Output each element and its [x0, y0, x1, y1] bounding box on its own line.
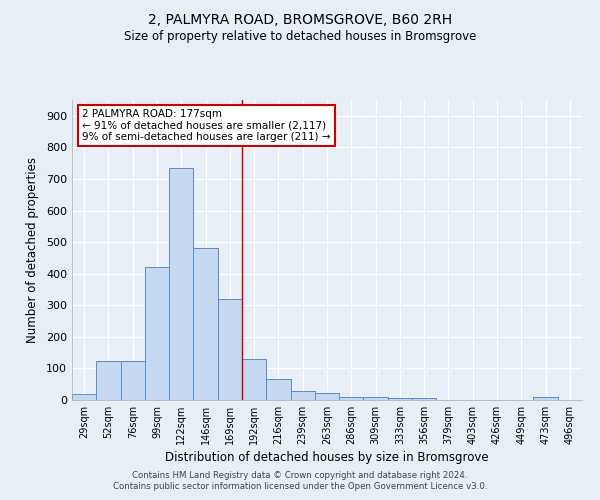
Bar: [96, 360, 121, 400]
Bar: [121, 360, 145, 400]
Text: 2 PALMYRA ROAD: 177sqm
← 91% of detached houses are smaller (2,117)
9% of semi-d: 2 PALMYRA ROAD: 177sqm ← 91% of detached…: [82, 109, 331, 142]
Text: Size of property relative to detached houses in Bromsgrove: Size of property relative to detached ho…: [124, 30, 476, 43]
Bar: [364, 398, 388, 400]
Bar: [242, 359, 266, 400]
Bar: [533, 397, 558, 400]
Text: Contains HM Land Registry data © Crown copyright and database right 2024.: Contains HM Land Registry data © Crown c…: [132, 471, 468, 480]
Bar: [193, 248, 218, 400]
Bar: [266, 380, 290, 400]
Y-axis label: Number of detached properties: Number of detached properties: [26, 157, 39, 343]
Bar: [218, 299, 242, 400]
Bar: [315, 393, 339, 400]
Text: Contains public sector information licensed under the Open Government Licence v3: Contains public sector information licen…: [113, 482, 487, 491]
Bar: [169, 168, 193, 400]
Bar: [388, 398, 412, 400]
Bar: [412, 398, 436, 400]
Bar: [72, 394, 96, 400]
Bar: [290, 391, 315, 400]
Bar: [339, 398, 364, 400]
Bar: [145, 268, 169, 400]
Text: 2, PALMYRA ROAD, BROMSGROVE, B60 2RH: 2, PALMYRA ROAD, BROMSGROVE, B60 2RH: [148, 12, 452, 26]
X-axis label: Distribution of detached houses by size in Bromsgrove: Distribution of detached houses by size …: [165, 451, 489, 464]
